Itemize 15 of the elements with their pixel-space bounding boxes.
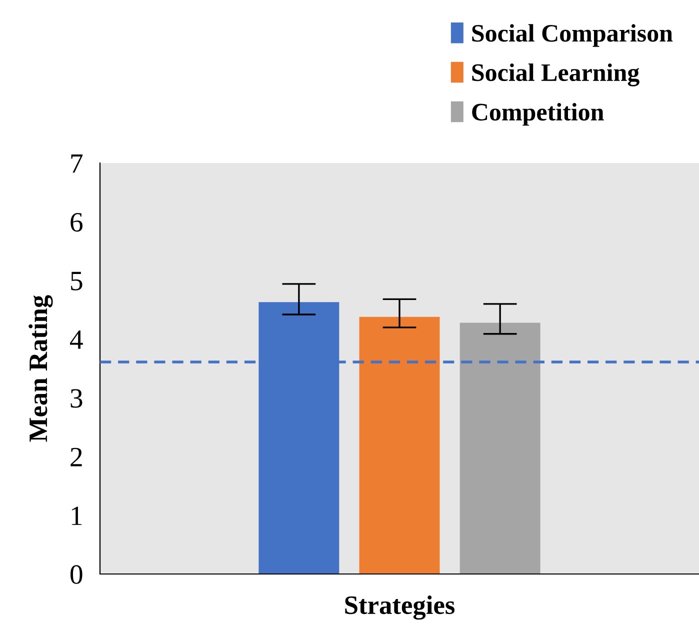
bar	[359, 316, 440, 574]
bar	[460, 322, 540, 574]
legend-label: Competition	[472, 102, 604, 126]
legend-label: Social Comparison	[472, 24, 673, 47]
x-axis-title: Strategies	[345, 596, 455, 620]
y-tick-label: 2	[70, 448, 82, 466]
legend-label: Social Learning	[472, 63, 640, 86]
y-tick-label: 4	[70, 330, 83, 349]
y-tick-label: 0	[70, 565, 82, 584]
y-tick-label: 6	[70, 212, 83, 232]
y-tick-label: 1	[72, 506, 82, 525]
y-tick-label: 7	[71, 154, 83, 173]
y-tick-label: 3	[70, 389, 82, 408]
y-tick-label: 5	[71, 272, 82, 290]
y-axis-title: Mean Rating	[28, 295, 53, 442]
